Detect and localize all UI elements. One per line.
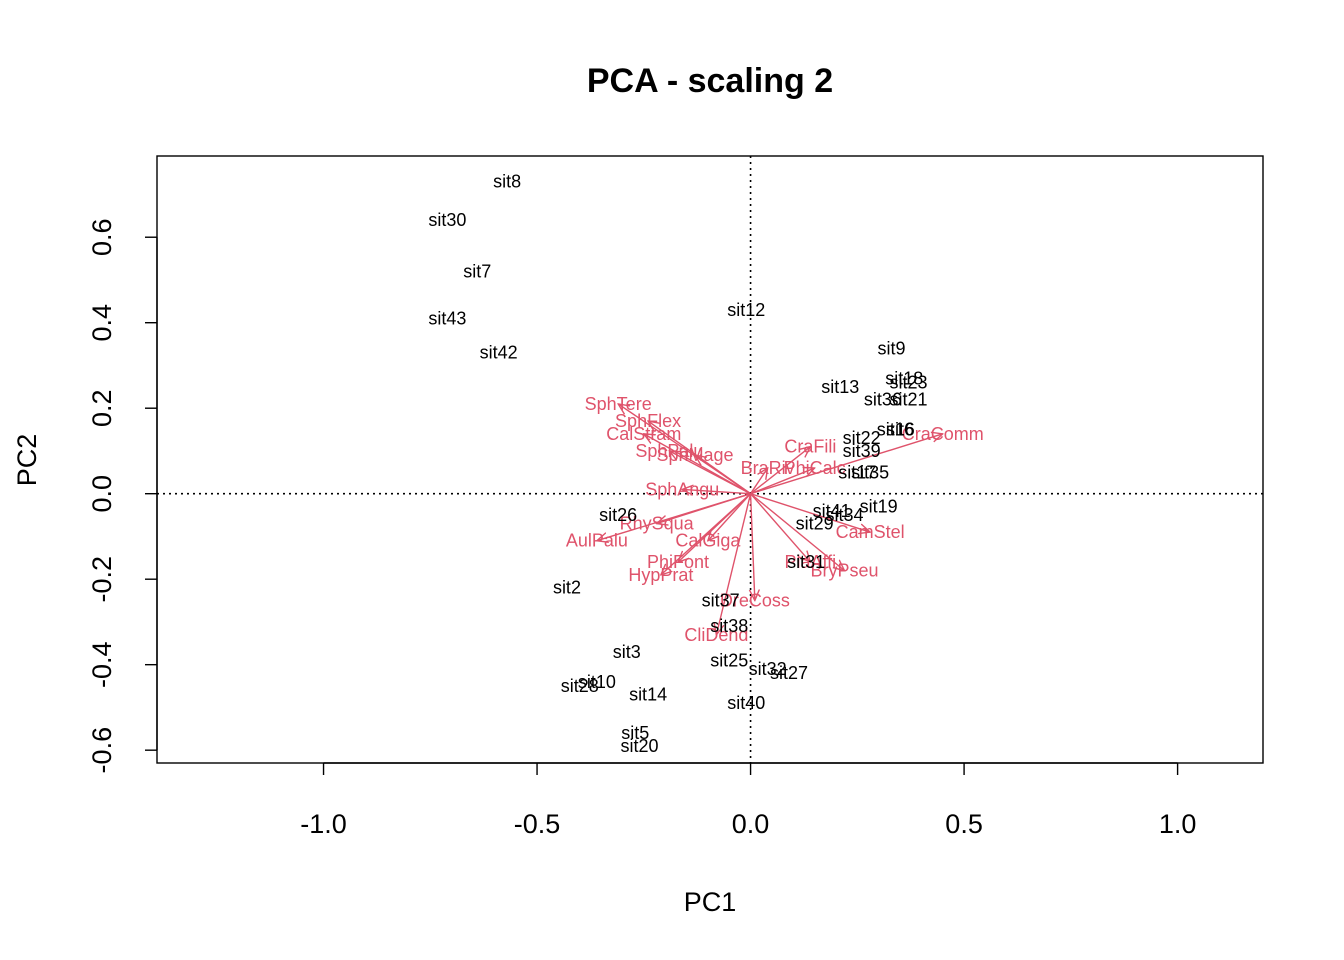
site-label: sit21: [890, 390, 928, 410]
site-label: sit2: [553, 578, 581, 598]
y-tick-label: 0.2: [87, 389, 117, 427]
species-arrow: [678, 493, 752, 562]
chart-title: PCA - scaling 2: [587, 62, 833, 100]
species-arrow: [695, 455, 751, 495]
x-tick-label: 1.0: [1159, 809, 1197, 839]
site-label: sit29: [796, 514, 834, 534]
species-arrow: [750, 493, 845, 571]
species-label: PhiFont: [647, 552, 709, 572]
species-arrow: [750, 434, 943, 495]
species-label: AulPalu: [566, 531, 628, 551]
species-arrow: [750, 493, 811, 562]
species-label: DreCoss: [720, 591, 790, 611]
species-label: HypPrat: [628, 565, 693, 585]
species-arrow: [750, 447, 811, 495]
site-label: sit26: [599, 505, 637, 525]
species-label: CalGiga: [675, 531, 741, 551]
site-label: sit37: [702, 591, 740, 611]
species-label: CamStel: [836, 522, 905, 542]
y-tick-label: -0.4: [87, 641, 117, 688]
site-label: sit19: [860, 497, 898, 517]
species-label: SphMage: [657, 445, 734, 465]
site-label: sit3: [613, 642, 641, 662]
y-tick-label: -0.6: [87, 727, 117, 774]
species-label: SphPalu: [635, 441, 703, 461]
site-label: sit31: [787, 552, 825, 572]
site-label: sit28: [561, 676, 599, 696]
site-label: sit9: [877, 338, 905, 358]
site-label: sit39: [843, 441, 881, 461]
species-label: CliDend: [684, 625, 748, 645]
species-arrow: [750, 493, 871, 532]
site-label: sit38: [710, 616, 748, 636]
site-label: sit30: [428, 210, 466, 230]
y-tick-label: -0.2: [87, 556, 117, 603]
species-arrow: [749, 468, 768, 495]
site-label: sit22: [843, 428, 881, 448]
x-axis: -1.0 -0.5 0.0 0.5 1.0: [300, 762, 1197, 839]
species-label: CraComm: [902, 424, 984, 444]
site-label: sit6: [886, 420, 914, 440]
x-tick-label: 0.5: [945, 809, 983, 839]
site-label: sit32: [749, 659, 787, 679]
site-label: sit14: [629, 685, 667, 705]
site-label: sit41: [813, 501, 851, 521]
species-label: PlaAffi: [784, 552, 836, 572]
y-axis: -0.6 -0.4 -0.2 0.0 0.2 0.4 0.6: [87, 218, 158, 774]
site-label: sit12: [727, 300, 765, 320]
site-label: sit5: [621, 723, 649, 743]
species-label: CraFili: [784, 437, 836, 457]
species-label: BryPseu: [810, 561, 878, 581]
site-label: sit43: [428, 308, 466, 328]
y-axis-label: PC2: [12, 434, 42, 487]
site-label: sit18: [885, 368, 923, 388]
y-tick-label: 0.4: [87, 304, 117, 342]
species-arrow: [708, 493, 752, 541]
site-label: sit23: [890, 373, 928, 393]
site-label: sit25: [710, 650, 748, 670]
site-label: sit17: [838, 462, 876, 482]
site-label: sit40: [727, 693, 765, 713]
site-label: sit42: [480, 343, 518, 363]
species-label: PhiCalc: [784, 458, 846, 478]
site-label: sit13: [821, 377, 859, 397]
x-tick-label: 0.0: [732, 809, 770, 839]
species-arrow: [716, 493, 752, 635]
site-label: sit8: [493, 172, 521, 192]
species-label: SphFlex: [615, 411, 681, 431]
species-arrow: [669, 451, 751, 495]
species-arrow: [750, 468, 815, 495]
site-label: sit34: [825, 505, 863, 525]
species-arrow: [751, 493, 755, 601]
species-arrow: [597, 493, 751, 541]
species-label: BraRiv: [741, 458, 795, 478]
site-label: sit10: [578, 672, 616, 692]
species-arrow: [682, 489, 751, 493]
site-label: sit35: [851, 462, 889, 482]
site-label: sit16: [877, 420, 915, 440]
site-label: sit36: [864, 390, 902, 410]
species-label: SphAngu: [645, 479, 719, 499]
species-label: SphTere: [585, 394, 652, 414]
x-axis-label: PC1: [684, 887, 737, 917]
species-label: CalStram: [606, 424, 681, 444]
species-label: RhySqua: [620, 514, 695, 534]
x-tick-label: -0.5: [514, 809, 561, 839]
site-label: sit7: [463, 261, 491, 281]
y-tick-label: 0.0: [87, 475, 117, 513]
site-label: sit27: [770, 663, 808, 683]
x-tick-label: -1.0: [300, 809, 347, 839]
site-label: sit20: [621, 736, 659, 756]
y-tick-label: 0.6: [87, 218, 117, 256]
